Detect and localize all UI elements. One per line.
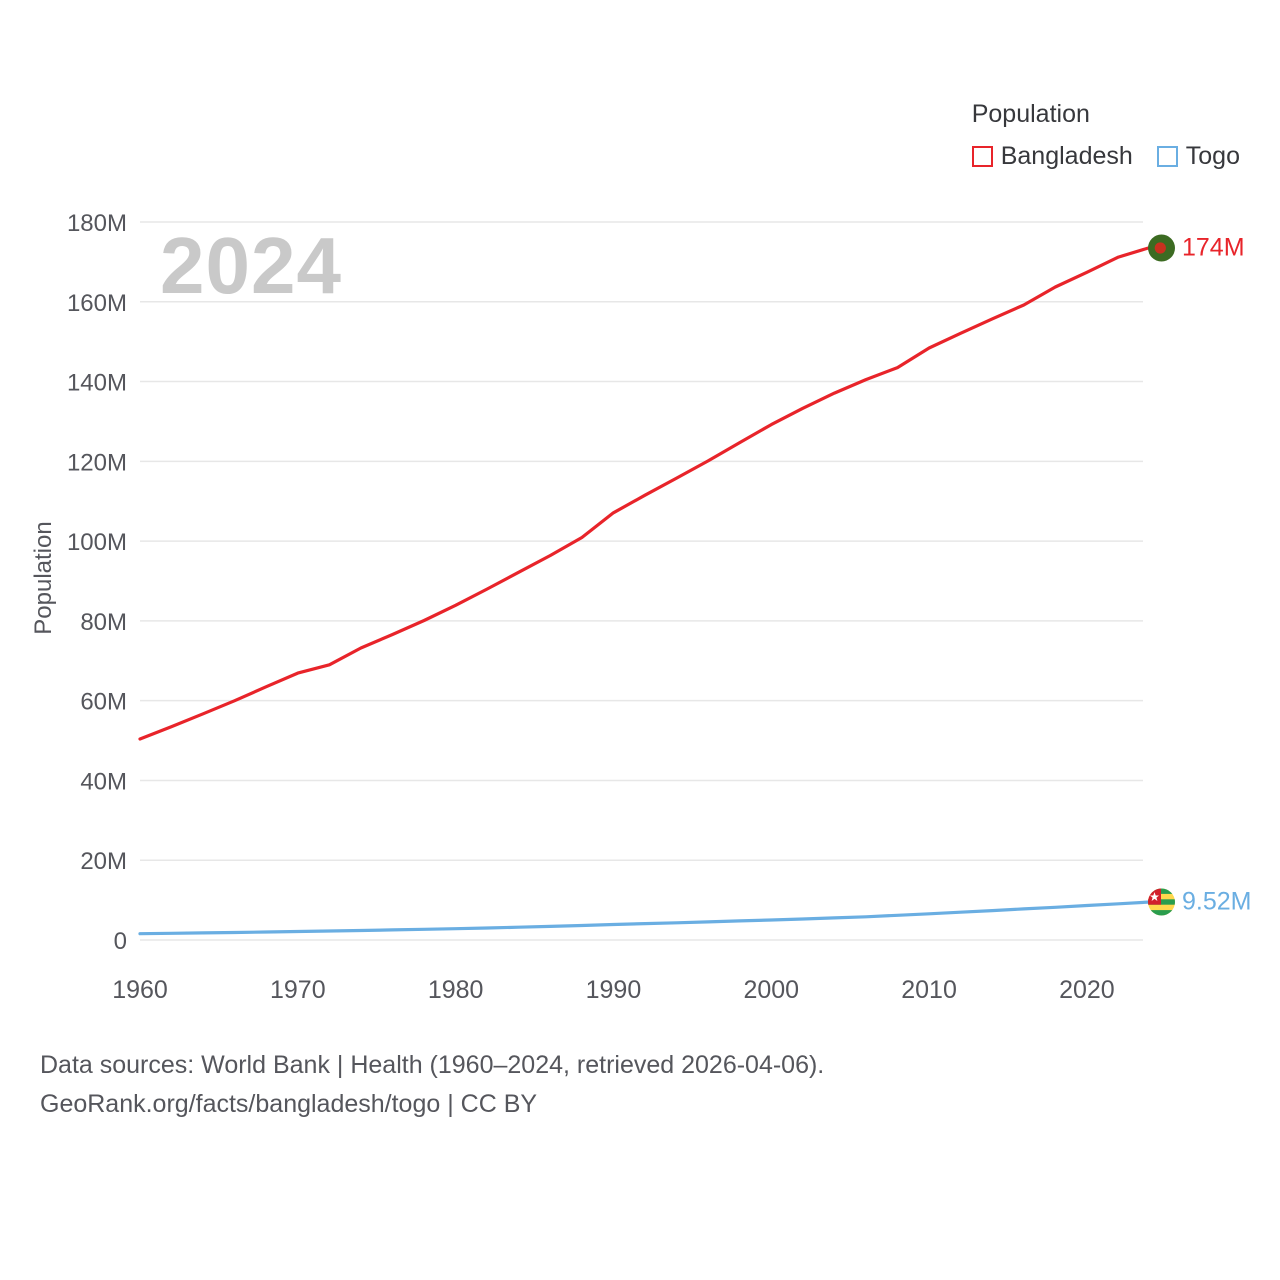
x-tick-label: 1980 (428, 976, 484, 1004)
bangladesh-series-swatch (971, 146, 993, 167)
togo-series-swatch (1156, 146, 1178, 167)
togo-end-value: 9.52M (1182, 887, 1252, 916)
chart-legend: Population Bangladesh Togo (971, 100, 1240, 171)
y-tick-label: 60M (80, 689, 127, 716)
y-axis-title: Population (30, 521, 57, 635)
y-tick-label: 100M (67, 529, 127, 556)
y-tick-label: 0 (114, 928, 127, 955)
data-source-line: Data sources: World Bank | Health (1960–… (40, 1051, 825, 1079)
watermark-year: 2024 (160, 221, 342, 310)
series-line-bangladesh (138, 245, 1152, 741)
legend-title: Population (971, 100, 1090, 128)
x-tick-label: 2000 (743, 976, 799, 1004)
x-tick-label: 1990 (586, 976, 642, 1004)
y-tick-label: 80M (80, 609, 127, 636)
legend-label: Bangladesh (1000, 142, 1133, 170)
legend-item-togo[interactable]: Togo (1156, 142, 1240, 171)
y-tick-label: 180M (67, 210, 127, 237)
legend-label: Togo (1185, 142, 1240, 170)
y-tick-label: 160M (67, 290, 127, 317)
x-tick-label: 1960 (112, 976, 168, 1004)
bangladesh-flag-icon (1148, 234, 1175, 262)
source-url-line: GeoRank.org/facts/bangladesh/togo | CC B… (40, 1090, 538, 1118)
legend-items: Bangladesh Togo (971, 142, 1240, 171)
y-tick-label: 40M (80, 768, 127, 795)
x-tick-label: 1970 (270, 976, 326, 1004)
bangladesh-end-label: 174M (1148, 233, 1245, 262)
y-tick-label: 120M (67, 449, 127, 476)
y-tick-label: 20M (80, 848, 127, 875)
togo-flag-icon (1148, 888, 1175, 916)
x-tick-label: 2020 (1059, 976, 1115, 1004)
legend-item-bangladesh[interactable]: Bangladesh (971, 142, 1133, 171)
togo-end-label: 9.52M (1148, 888, 1251, 917)
attribution-footer: Data sources: World Bank | Health (1960–… (40, 1046, 824, 1124)
series-line-togo (138, 900, 1152, 936)
y-tick-label: 140M (67, 370, 127, 397)
x-tick-label: 2010 (901, 976, 957, 1004)
bangladesh-end-value: 174M (1182, 233, 1245, 262)
